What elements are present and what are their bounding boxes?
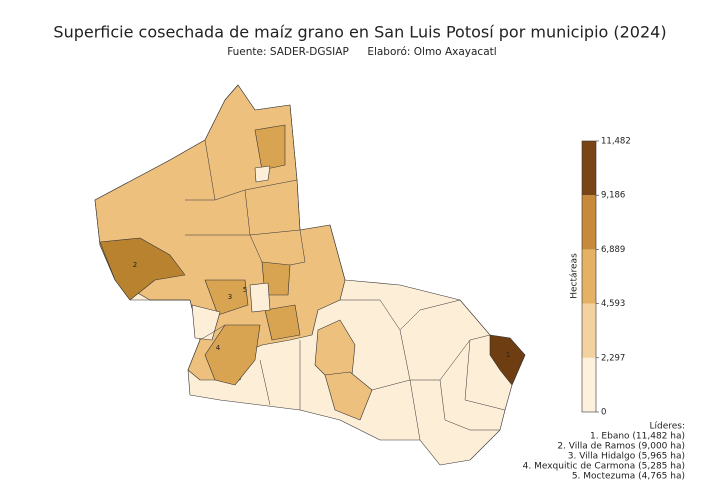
colorbar-tick-label: 9,186 [601,191,625,201]
colorbar-band [582,249,596,304]
colorbar-tick-label: 11,482 [601,137,631,147]
leader-item: 1. Ebano (11,482 ha) [590,432,685,442]
municipality [99,237,186,301]
municipality [254,124,286,171]
municipality [254,165,271,183]
map-label: 3 [228,293,232,301]
colorbar: 0 2,297 4,593 6,889 9,186 11,482 [581,137,631,418]
leader-item: 3. Villa Hidalgo (5,965 ha) [568,452,685,462]
borders [150,139,506,441]
municipality [489,334,526,386]
author: Elaboró: Olmo Axayacatl [367,46,496,58]
colorbar-band [582,303,596,358]
leaders-title: Líderes: [649,422,685,432]
colorbar-tick-label: 4,593 [601,299,625,309]
colorbar-tick-label: 2,297 [601,353,625,363]
map-label: 1 [506,351,510,359]
municipality [249,282,271,313]
source: Fuente: SADER-DGSIAP [227,46,349,58]
colorbar-tick-label: 6,889 [601,245,625,255]
colorbar-frame [581,140,597,413]
state-map: 1 2 3 4 5 [94,84,526,466]
municipality [191,304,221,341]
municipality [204,279,249,316]
municipality [324,371,373,421]
leaders: Líderes: 1. Ebano (11,482 ha) 2. Villa d… [523,422,685,482]
colorbar-label: Hectáreas [570,253,580,299]
title: Superficie cosechada de maíz grano en Sa… [53,23,666,42]
leader-item: 2. Villa de Ramos (9,000 ha) [557,442,685,452]
municipality [264,304,301,341]
leader-item: 5. Moctezuma (4,765 ha) [572,472,685,482]
colorbar-band [582,141,596,196]
municipality [204,324,261,386]
map-label: 2 [133,261,137,269]
map-label: 5 [243,286,247,294]
map-label: 4 [216,344,221,352]
colorbar-tick-label: 0 [601,408,606,418]
colorbar-band [582,357,596,412]
colorbar-band [582,195,596,250]
leader-item: 4. Mexquitic de Carmona (5,285 ha) [523,462,685,472]
